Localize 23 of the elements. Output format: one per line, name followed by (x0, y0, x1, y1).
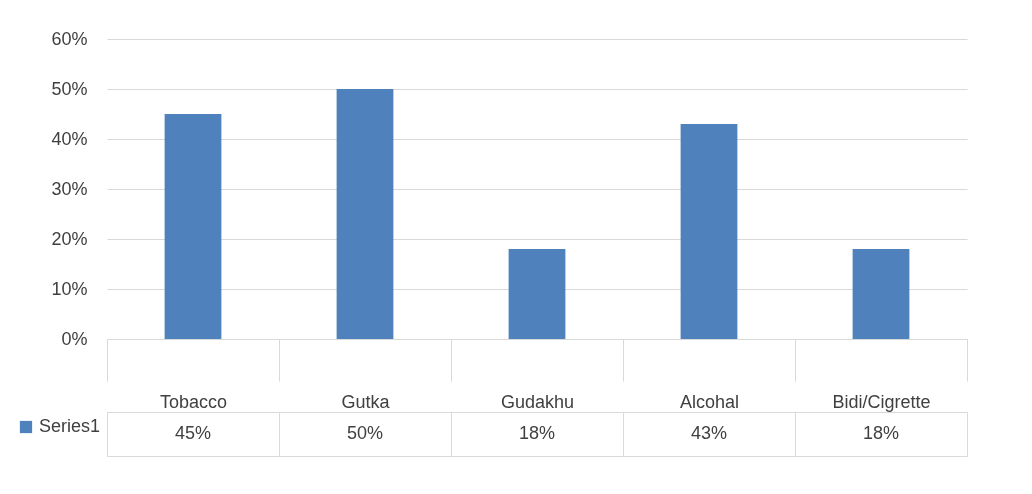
x-tick-label: Tobacco (159, 391, 228, 412)
data-label: 18% (862, 423, 900, 443)
x-tick-label: Alcohal (679, 391, 740, 412)
data-label: 45% (174, 423, 212, 443)
bar (680, 124, 738, 339)
data-label: 43% (690, 423, 728, 443)
y-tick-label: 60% (51, 28, 88, 49)
bar (164, 114, 222, 339)
data-label: 50% (346, 423, 384, 443)
data-label: 18% (518, 423, 556, 443)
bar (336, 89, 394, 339)
x-tick-label: Gudakhu (500, 391, 575, 412)
x-tick-label: Gutka (341, 391, 391, 412)
y-tick-label: 50% (51, 78, 88, 99)
y-tick-label: 30% (51, 178, 88, 199)
bar (852, 249, 910, 339)
y-tick-label: 0% (61, 328, 88, 349)
bar (508, 249, 566, 339)
y-tick-label: 10% (51, 278, 88, 299)
x-tick-label: Bidi/Cigrette (832, 391, 931, 412)
y-tick-label: 20% (51, 228, 88, 249)
y-tick-label: 40% (51, 128, 88, 149)
legend-label: Series1 (39, 416, 101, 436)
